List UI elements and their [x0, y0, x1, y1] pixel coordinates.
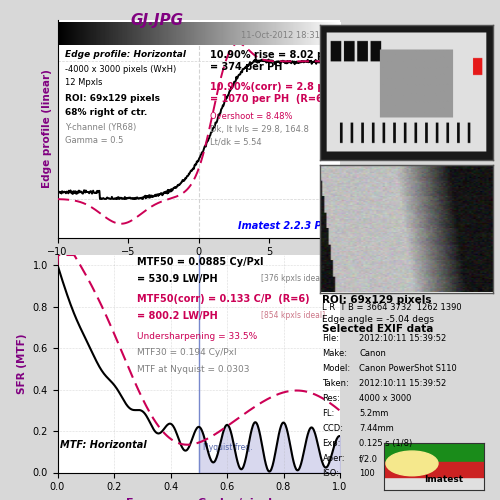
Text: 68% right of ctr.: 68% right of ctr.: [64, 108, 147, 117]
Text: Overshoot = 8.48%: Overshoot = 8.48%: [210, 112, 292, 121]
Text: f/2.0: f/2.0: [359, 454, 378, 463]
Text: -4000 x 3000 pixels (WxH): -4000 x 3000 pixels (WxH): [64, 66, 176, 74]
Text: Edge profile: Horizontal: Edge profile: Horizontal: [64, 50, 186, 59]
Text: [854 kpxls ideal]: [854 kpxls ideal]: [261, 311, 325, 320]
Text: Canon PowerShot S110: Canon PowerShot S110: [359, 364, 457, 373]
Text: 5.2mm: 5.2mm: [359, 409, 388, 418]
Text: Lt/dk = 5.54: Lt/dk = 5.54: [210, 137, 262, 146]
Text: Gamma = 0.5: Gamma = 0.5: [64, 136, 123, 144]
Text: Y-channel (YR68): Y-channel (YR68): [64, 123, 136, 132]
Text: File:: File:: [322, 334, 340, 343]
Text: MTF50(corr) = 0.133 C/P  (R=6): MTF50(corr) = 0.133 C/P (R=6): [136, 294, 309, 304]
X-axis label: Frequency, Cycles/pixel: Frequency, Cycles/pixel: [126, 498, 272, 500]
Text: ISO:: ISO:: [322, 469, 340, 478]
Text: 12 Mpxls: 12 Mpxls: [64, 78, 102, 87]
Text: 10.90%(corr) = 2.8 pixels
= 1070 per PH  (R=6): 10.90%(corr) = 2.8 pixels = 1070 per PH …: [210, 82, 350, 104]
Text: MTF30 = 0.194 Cy/Pxl: MTF30 = 0.194 Cy/Pxl: [136, 348, 236, 357]
Text: = 800.2 LW/PH: = 800.2 LW/PH: [136, 311, 218, 321]
Text: Model:: Model:: [322, 364, 350, 373]
Text: MTF: Horizontal: MTF: Horizontal: [60, 440, 147, 450]
Text: Selected EXIF data: Selected EXIF data: [322, 324, 434, 334]
Text: 2012:10:11 15:39:52: 2012:10:11 15:39:52: [359, 334, 446, 343]
Text: GJ.JPG: GJ.JPG: [131, 12, 184, 28]
Text: Make:: Make:: [322, 349, 347, 358]
Text: MTF50 = 0.0885 Cy/Pxl: MTF50 = 0.0885 Cy/Pxl: [136, 257, 263, 267]
Bar: [384, 476, 484, 490]
Text: ROI: 69x129 pixels: ROI: 69x129 pixels: [64, 94, 160, 104]
Text: Canon: Canon: [359, 349, 386, 358]
Text: 11-Oct-2012 18:31:14: 11-Oct-2012 18:31:14: [241, 31, 333, 40]
Text: Dk, lt lvls = 29.8, 164.8: Dk, lt lvls = 29.8, 164.8: [210, 124, 309, 134]
Y-axis label: Edge profile (linear): Edge profile (linear): [42, 70, 52, 188]
Text: [376 kpxls ideal]: [376 kpxls ideal]: [261, 274, 325, 282]
Y-axis label: SFR (MTF): SFR (MTF): [17, 334, 27, 394]
Text: Imatest 2.2.3 Pro: Imatest 2.2.3 Pro: [238, 220, 333, 230]
Text: MTF at Nyquist = 0.0303: MTF at Nyquist = 0.0303: [136, 365, 249, 374]
Text: 7.44mm: 7.44mm: [359, 424, 394, 433]
Text: ROI: 69x129 pixels: ROI: 69x129 pixels: [322, 295, 432, 305]
Text: Res:: Res:: [322, 394, 340, 403]
Text: Taken:: Taken:: [322, 379, 349, 388]
Text: 2012:10:11 15:39:52: 2012:10:11 15:39:52: [359, 379, 446, 388]
Text: 4000 x 3000: 4000 x 3000: [359, 394, 412, 403]
Text: = 530.9 LW/PH: = 530.9 LW/PH: [136, 274, 217, 283]
Text: Undersharpening = 33.5%: Undersharpening = 33.5%: [136, 332, 257, 340]
Text: CCD:: CCD:: [322, 424, 344, 433]
Text: Edge angle = -5.04 degs: Edge angle = -5.04 degs: [322, 315, 434, 324]
Text: Aper:: Aper:: [322, 454, 345, 463]
Text: 0.125 s (1/8): 0.125 s (1/8): [359, 439, 412, 448]
Text: Imatest: Imatest: [424, 475, 464, 484]
Text: L R  T B = 3664 3732  1262 1390: L R T B = 3664 3732 1262 1390: [322, 304, 462, 312]
Text: 100: 100: [359, 469, 375, 478]
Text: 10.90% rise = 8.02 pixels
= 374 per PH: 10.90% rise = 8.02 pixels = 374 per PH: [210, 50, 350, 72]
Text: Exp:: Exp:: [322, 439, 341, 448]
Circle shape: [386, 451, 438, 476]
Text: Nyquist freq.: Nyquist freq.: [203, 443, 252, 452]
Text: FL:: FL:: [322, 409, 335, 418]
Polygon shape: [384, 462, 484, 476]
X-axis label: Pixels (Horizontal): Pixels (Horizontal): [141, 263, 256, 273]
